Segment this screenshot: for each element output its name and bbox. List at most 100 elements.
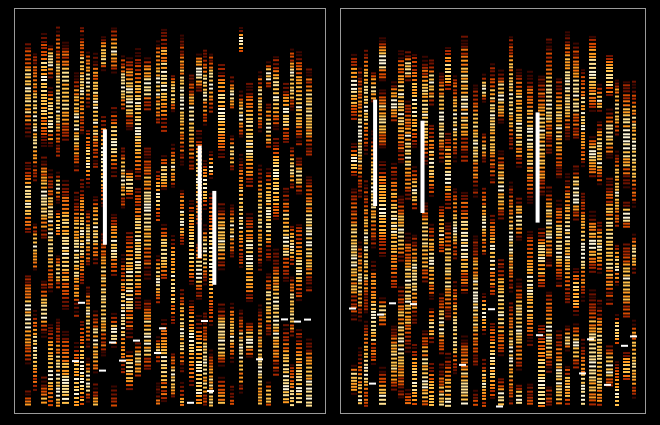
band: [239, 222, 243, 225]
band: [473, 309, 478, 312]
band: [196, 367, 202, 369]
band: [203, 98, 207, 101]
band: [461, 74, 468, 77]
band: [239, 252, 243, 255]
band: [296, 140, 302, 143]
band: [379, 140, 386, 143]
band: [62, 369, 69, 372]
band: [296, 351, 302, 354]
band: [391, 264, 397, 267]
band: [273, 218, 279, 220]
band: [86, 239, 90, 242]
band: [135, 139, 141, 142]
band: [412, 234, 417, 237]
band: [111, 324, 117, 327]
streak: [273, 138, 279, 220]
band: [290, 59, 294, 62]
band: [556, 124, 562, 127]
band: [556, 117, 562, 120]
band: [509, 115, 513, 118]
band: [429, 242, 434, 245]
band: [482, 252, 486, 255]
band: [101, 320, 106, 323]
band: [93, 165, 98, 168]
band: [33, 367, 37, 370]
band: [509, 43, 513, 46]
band: [196, 284, 202, 287]
band: [86, 309, 90, 312]
band: [189, 160, 194, 163]
band: [171, 305, 175, 307]
band: [412, 146, 417, 148]
band: [556, 138, 562, 141]
band: [405, 189, 411, 192]
band: [33, 139, 37, 142]
streak: [86, 286, 90, 348]
band: [80, 132, 84, 135]
band: [538, 88, 545, 91]
band: [482, 91, 486, 94]
streak: [306, 338, 312, 407]
band: [62, 378, 69, 381]
band: [379, 102, 386, 105]
band: [196, 335, 202, 337]
band: [398, 396, 404, 399]
band: [80, 256, 84, 259]
band: [473, 274, 478, 277]
band: [111, 345, 117, 348]
band: [86, 236, 90, 239]
streak: [445, 132, 451, 209]
band: [364, 91, 368, 94]
band: [189, 122, 194, 125]
band: [306, 366, 312, 369]
band: [412, 207, 417, 210]
band: [41, 221, 47, 224]
band: [161, 400, 167, 403]
band: [461, 216, 468, 219]
band: [412, 278, 417, 281]
band: [25, 131, 31, 134]
band: [111, 167, 117, 170]
band: [306, 200, 312, 203]
band: [246, 352, 253, 355]
band: [93, 100, 98, 103]
band: [398, 127, 404, 130]
tick-mark: [187, 401, 194, 404]
band: [62, 252, 69, 255]
band: [80, 116, 84, 119]
band: [429, 230, 434, 233]
band: [283, 394, 289, 397]
band: [527, 152, 533, 155]
band: [93, 236, 98, 239]
band: [498, 344, 504, 347]
band: [445, 68, 451, 70]
band: [161, 38, 167, 41]
band: [101, 305, 106, 308]
band: [273, 296, 279, 299]
band: [379, 191, 386, 193]
streak: [412, 234, 417, 324]
band: [296, 238, 302, 241]
band: [203, 84, 207, 87]
band: [283, 131, 289, 134]
band: [422, 222, 428, 225]
band: [364, 341, 368, 344]
band: [258, 239, 262, 242]
band: [25, 161, 31, 164]
band: [93, 262, 98, 265]
band: [306, 93, 312, 96]
band: [358, 248, 362, 251]
band: [371, 300, 376, 303]
band: [429, 297, 434, 300]
band: [379, 121, 386, 124]
band: [546, 393, 552, 396]
band: [412, 288, 417, 291]
band: [189, 312, 194, 314]
band: [422, 116, 428, 119]
band: [86, 59, 90, 62]
band: [80, 365, 84, 367]
band: [351, 385, 357, 388]
band: [351, 71, 357, 74]
streak: [422, 55, 428, 165]
band: [498, 73, 504, 76]
